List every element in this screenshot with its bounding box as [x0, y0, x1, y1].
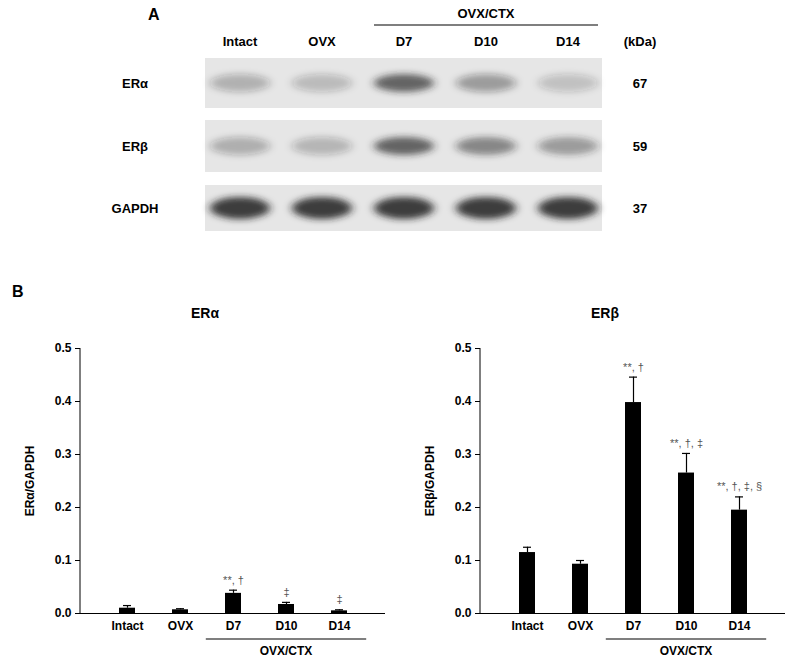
svg-text:OVX/CTX: OVX/CTX [660, 644, 713, 658]
svg-text:**, †, ‡, §: **, †, ‡, § [717, 480, 762, 492]
svg-text:0.5: 0.5 [55, 341, 72, 355]
svg-text:OVX: OVX [308, 34, 336, 49]
svg-text:D10: D10 [675, 619, 697, 633]
svg-text:ERβ/GAPDH: ERβ/GAPDH [423, 446, 437, 517]
svg-text:‡: ‡ [283, 586, 289, 598]
html-text:ERβ: ERβ [591, 305, 619, 321]
svg-text:A: A [148, 6, 160, 23]
svg-text:0.1: 0.1 [55, 553, 72, 567]
svg-text:Intact: Intact [511, 619, 543, 633]
svg-text:D7: D7 [226, 619, 242, 633]
svg-text:0.3: 0.3 [455, 447, 472, 461]
svg-text:OVX/CTX: OVX/CTX [457, 6, 514, 21]
svg-text:0.0: 0.0 [55, 606, 72, 620]
svg-text:**, †: **, † [223, 574, 244, 586]
svg-text:0.2: 0.2 [55, 500, 72, 514]
svg-text:0.0: 0.0 [455, 606, 472, 620]
svg-text:37: 37 [633, 201, 647, 216]
svg-text:0.1: 0.1 [455, 553, 472, 567]
svg-text:0.3: 0.3 [55, 447, 72, 461]
svg-text:(kDa): (kDa) [624, 34, 657, 49]
svg-text:ERβ: ERβ [122, 139, 148, 154]
svg-text:D14: D14 [328, 619, 350, 633]
html-text:ERα: ERα [191, 305, 219, 321]
html-text:B: B [12, 283, 24, 300]
svg-text:D7: D7 [626, 619, 642, 633]
svg-text:‡: ‡ [336, 593, 342, 605]
svg-text:0.2: 0.2 [455, 500, 472, 514]
svg-text:GAPDH: GAPDH [112, 201, 159, 216]
svg-text:ERα/GAPDH: ERα/GAPDH [23, 446, 37, 517]
svg-text:ERα: ERα [122, 76, 148, 91]
svg-text:67: 67 [633, 76, 647, 91]
svg-text:0.4: 0.4 [455, 394, 472, 408]
svg-text:D10: D10 [474, 34, 498, 49]
svg-text:D14: D14 [556, 34, 581, 49]
svg-text:**, †, ‡: **, †, ‡ [670, 437, 703, 449]
svg-text:OVX: OVX [568, 619, 593, 633]
svg-text:0.4: 0.4 [55, 394, 72, 408]
svg-text:D7: D7 [396, 34, 413, 49]
svg-text:D14: D14 [728, 619, 750, 633]
svg-text:59: 59 [633, 139, 647, 154]
svg-text:0.5: 0.5 [455, 341, 472, 355]
svg-text:**, †: **, † [623, 361, 644, 373]
svg-text:OVX: OVX [168, 619, 193, 633]
svg-text:Intact: Intact [111, 619, 143, 633]
svg-text:D10: D10 [275, 619, 297, 633]
svg-text:Intact: Intact [223, 34, 258, 49]
svg-text:OVX/CTX: OVX/CTX [260, 644, 313, 658]
